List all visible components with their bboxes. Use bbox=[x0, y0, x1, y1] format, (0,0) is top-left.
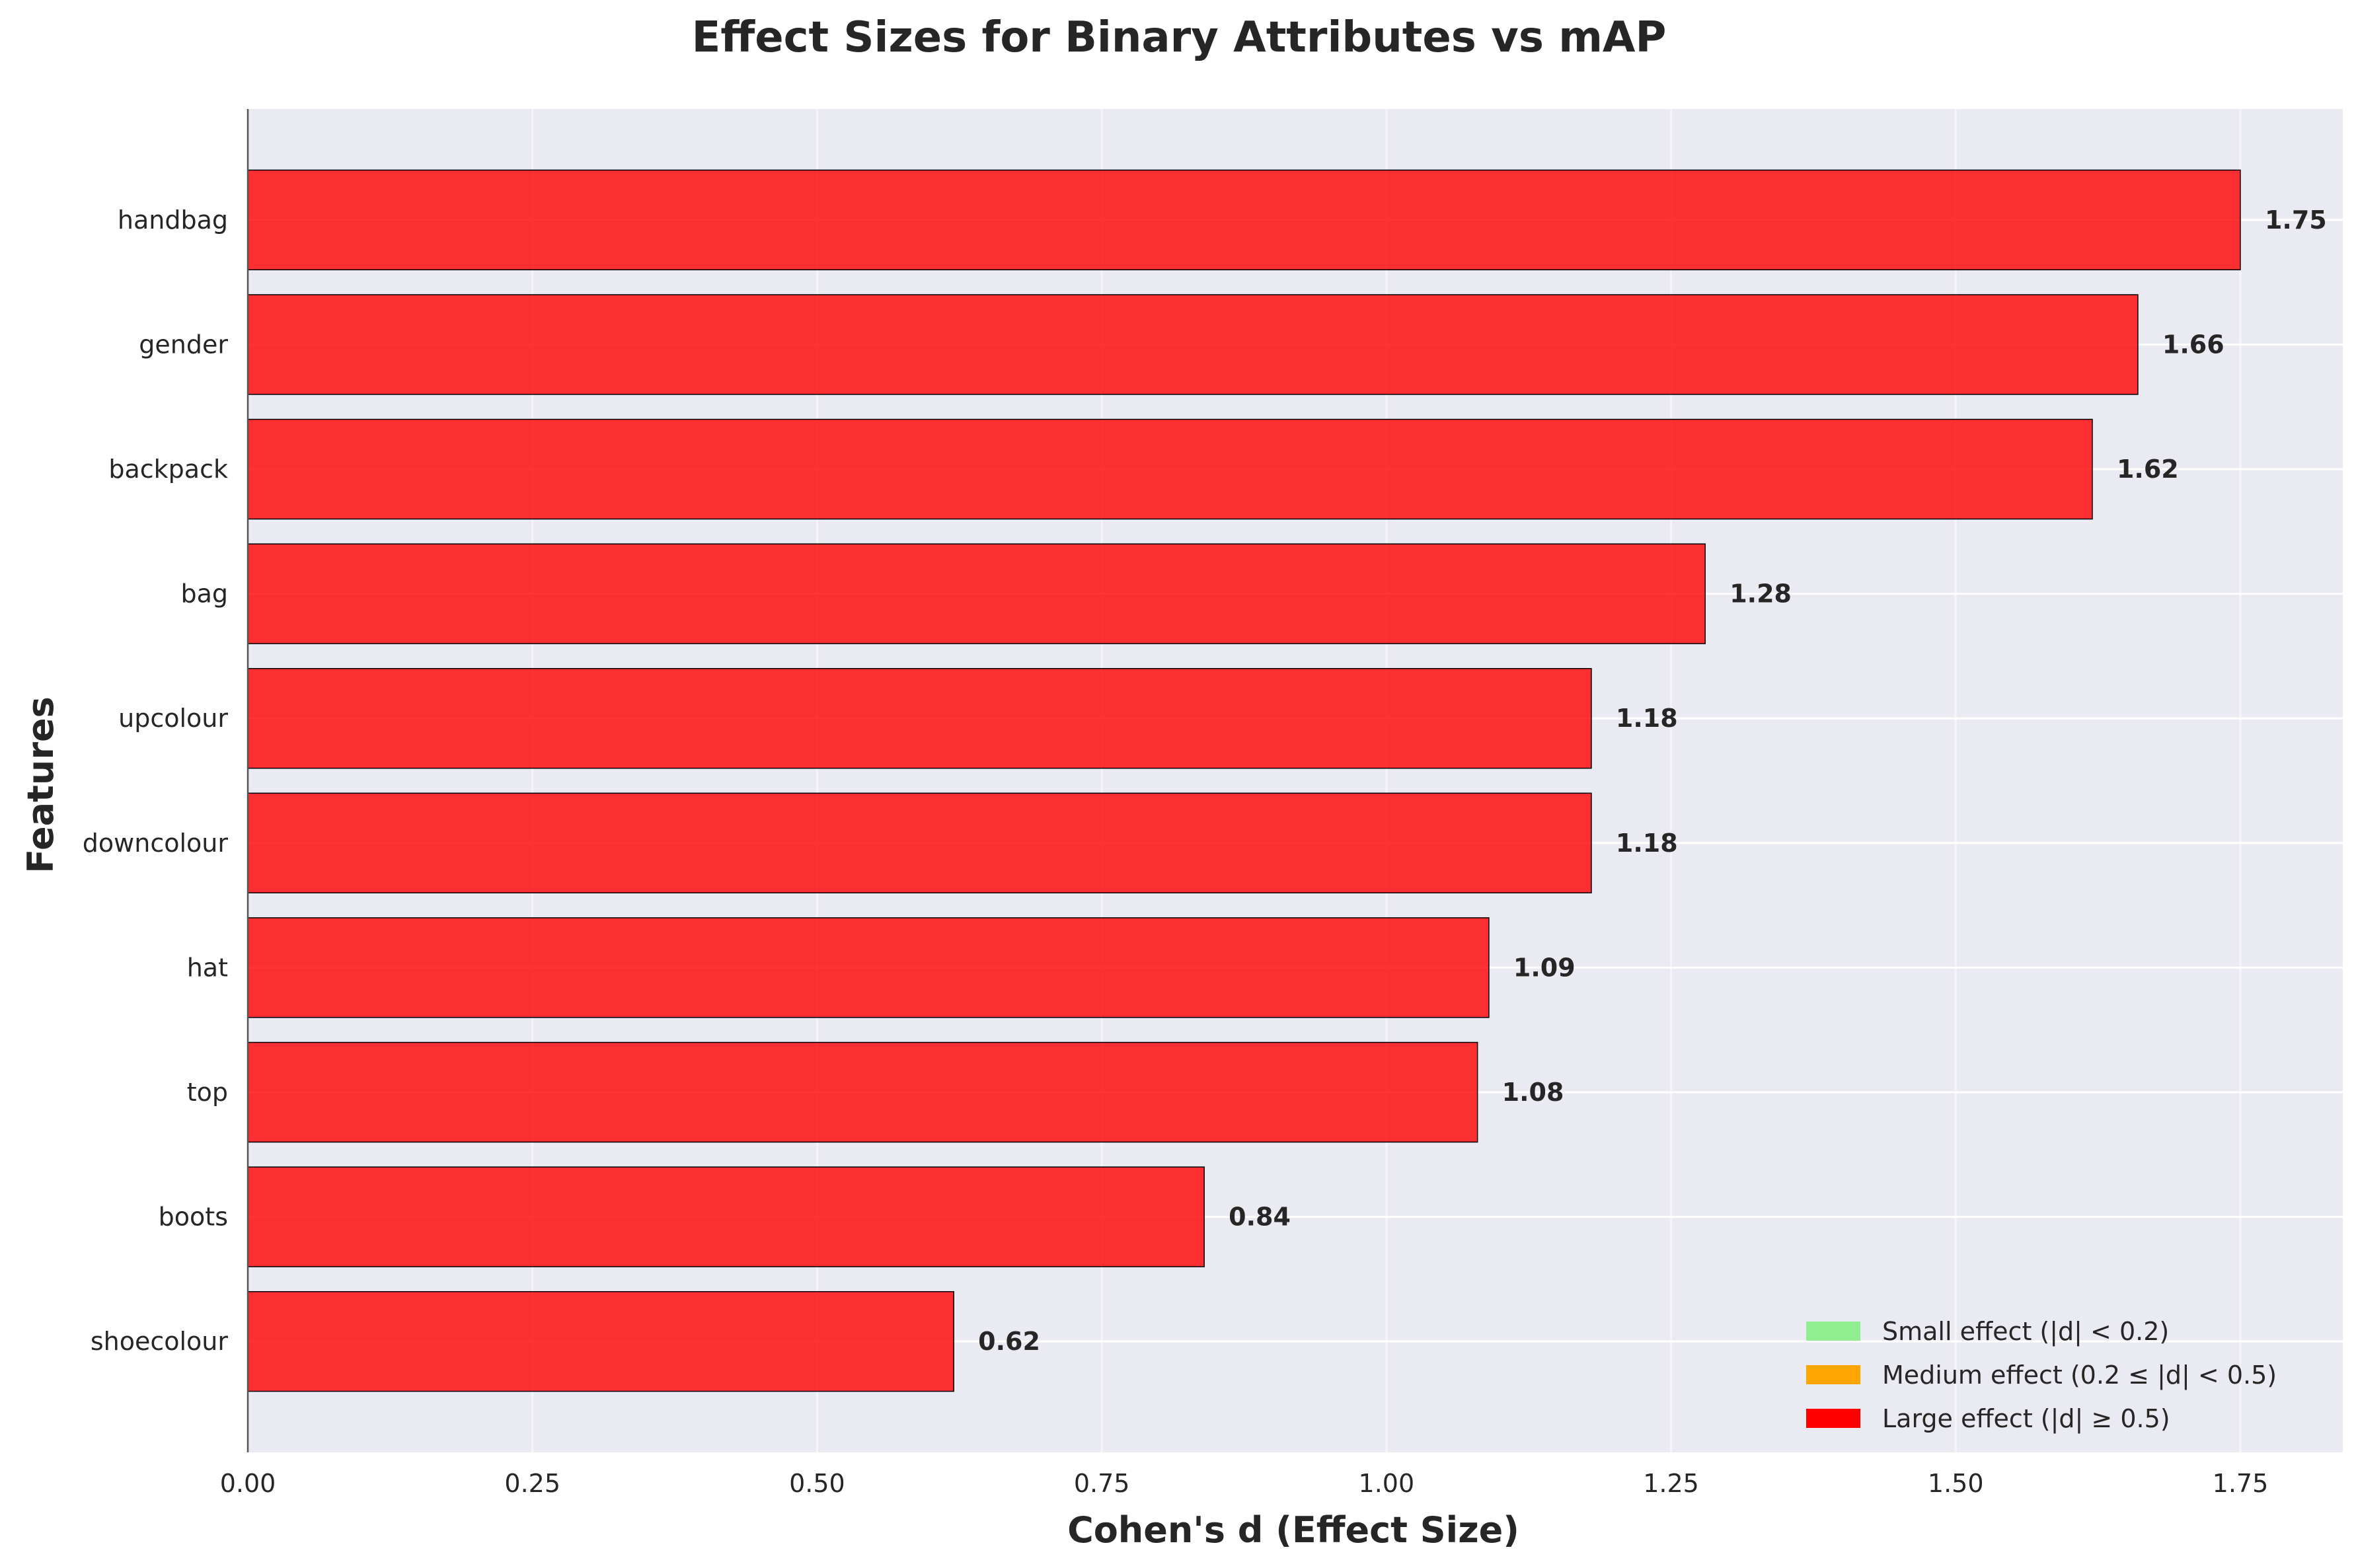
y-tick-upcolour: upcolour bbox=[118, 704, 228, 733]
data-label-top: 1.08 bbox=[1502, 1078, 1564, 1107]
legend-swatch bbox=[1806, 1365, 1860, 1384]
legend: Small effect (|d| < 0.2) Medium effect (0… bbox=[1806, 1317, 2277, 1434]
x-tick-label: 0.00 bbox=[220, 1469, 276, 1498]
y-tick-boots: boots bbox=[159, 1203, 228, 1232]
data-label-shoecolour: 0.62 bbox=[978, 1327, 1040, 1356]
bar-handbag bbox=[247, 169, 2241, 271]
bar-top bbox=[247, 1041, 1478, 1143]
x-tick-label: 1.50 bbox=[1928, 1469, 1984, 1498]
x-axis-label: Cohen's d (Effect Size) bbox=[1067, 1509, 1519, 1551]
bar-boots bbox=[247, 1166, 1205, 1267]
y-tick-gender: gender bbox=[139, 330, 228, 359]
x-tick-label: 1.75 bbox=[2213, 1469, 2269, 1498]
bar-gender bbox=[247, 294, 2139, 395]
legend-label: Small effect (|d| < 0.2) bbox=[1882, 1317, 2169, 1347]
y-tick-hat: hat bbox=[187, 953, 228, 982]
chart-title: Effect Sizes for Binary Attributes vs mA… bbox=[692, 13, 1667, 62]
data-label-bag: 1.28 bbox=[1730, 579, 1792, 609]
legend-label: Medium effect (0.2 ≤ |d| < 0.5) bbox=[1882, 1361, 2277, 1390]
data-label-backpack: 1.62 bbox=[2117, 455, 2179, 484]
x-tick-label: 0.50 bbox=[789, 1469, 845, 1498]
bar-shoecolour bbox=[247, 1290, 954, 1392]
y-tick-labels: handbag gender backpack bag upcolour downcolo… bbox=[83, 205, 229, 1356]
x-tick-label: 1.25 bbox=[1643, 1469, 1699, 1498]
y-tick-handbag: handbag bbox=[118, 205, 228, 235]
data-label-hat: 1.09 bbox=[1513, 953, 1576, 982]
y-tick-backpack: backpack bbox=[108, 455, 228, 484]
x-tick-label: 0.75 bbox=[1074, 1469, 1130, 1498]
x-tick-label: 0.25 bbox=[504, 1469, 560, 1498]
data-label-gender: 1.66 bbox=[2162, 330, 2225, 359]
bar-downcolour bbox=[247, 792, 1592, 893]
legend-label: Large effect (|d| ≥ 0.5) bbox=[1882, 1404, 2170, 1434]
bar-backpack bbox=[247, 418, 2093, 520]
bar-hat bbox=[247, 917, 1490, 1018]
y-tick-downcolour: downcolour bbox=[83, 829, 229, 858]
legend-swatch bbox=[1806, 1409, 1860, 1428]
data-labels: 1.75 1.66 1.62 1.28 1.18 1.18 1.09 1.08 0.84 0.62 bbox=[978, 205, 2327, 1356]
legend-swatch bbox=[1806, 1322, 1860, 1341]
data-label-downcolour: 1.18 bbox=[1616, 829, 1678, 858]
y-tick-top: top bbox=[187, 1078, 228, 1107]
data-label-upcolour: 1.18 bbox=[1616, 704, 1678, 733]
x-tick-labels: 0.00 0.25 0.50 0.75 1.00 1.25 1.50 1.75 bbox=[220, 1469, 2269, 1498]
data-label-handbag: 1.75 bbox=[2265, 205, 2327, 235]
bar-bag bbox=[247, 543, 1706, 644]
bar-upcolour bbox=[247, 668, 1592, 769]
data-label-boots: 0.84 bbox=[1229, 1203, 1291, 1232]
bars bbox=[247, 169, 2241, 1392]
x-tick-label: 1.00 bbox=[1359, 1469, 1415, 1498]
y-tick-bag: bag bbox=[180, 579, 228, 609]
y-axis-label: Features bbox=[20, 696, 61, 873]
y-tick-shoecolour: shoecolour bbox=[91, 1327, 229, 1356]
